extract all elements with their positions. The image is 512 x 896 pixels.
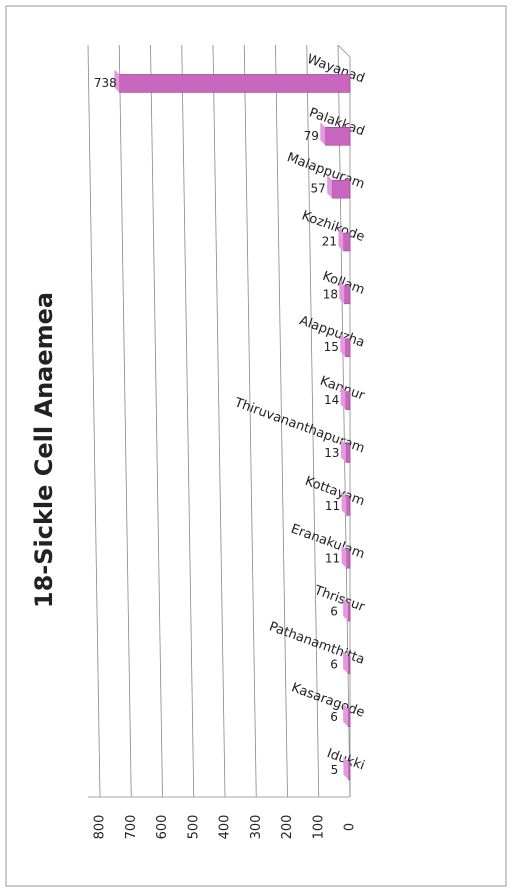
y-tick-label: 0 xyxy=(343,823,358,831)
bar-top xyxy=(338,228,344,251)
data-label: 11 xyxy=(325,552,340,566)
bar xyxy=(348,761,351,780)
grid-line xyxy=(306,44,320,798)
bar xyxy=(345,391,351,410)
grid-line xyxy=(212,44,226,798)
bar xyxy=(347,602,351,622)
bar xyxy=(344,285,351,305)
data-label: 13 xyxy=(324,446,339,460)
grid-line xyxy=(150,44,163,798)
x-tick-label: Kasaragode xyxy=(289,680,366,720)
bar xyxy=(345,338,351,358)
bar-top xyxy=(340,386,346,410)
data-label: 21 xyxy=(322,235,337,249)
bar xyxy=(345,444,351,463)
bar-top xyxy=(114,69,120,93)
bar-top xyxy=(340,439,346,463)
data-label: 6 xyxy=(330,605,338,619)
data-label: 6 xyxy=(330,710,338,724)
bar-top xyxy=(341,492,347,516)
x-tick-label: Thrissur xyxy=(311,583,367,616)
grid-line xyxy=(181,44,195,798)
data-label: 15 xyxy=(324,340,339,354)
y-tick-label: 600 xyxy=(155,815,170,840)
chart-title: 18-Sickle Cell Anaemea xyxy=(30,292,58,608)
bar-top xyxy=(343,703,349,727)
data-label: 57 xyxy=(311,182,326,196)
grid-line xyxy=(275,44,288,798)
bar xyxy=(325,126,351,146)
y-tick-label: 700 xyxy=(124,815,139,840)
bar xyxy=(343,232,351,252)
bar-top xyxy=(339,280,345,304)
bar-top xyxy=(341,545,347,569)
rotated-chart: 18-Sickle Cell Anaemea 0 100 200 300 400 500 6… xyxy=(30,44,367,840)
y-tick-label: 100 xyxy=(311,815,326,840)
data-label: 18 xyxy=(323,287,338,301)
bar-top xyxy=(327,175,333,199)
y-tick-label: 200 xyxy=(280,815,295,840)
bar-top xyxy=(340,333,346,357)
y-tick-label: 400 xyxy=(218,815,233,840)
bar xyxy=(331,179,351,199)
data-label: 5 xyxy=(331,763,339,777)
grid-line xyxy=(337,44,351,798)
data-label: 11 xyxy=(325,499,340,513)
bar-top xyxy=(343,598,349,621)
bar-top xyxy=(320,122,326,146)
bar xyxy=(347,655,351,675)
axis-line xyxy=(337,44,351,58)
bar xyxy=(119,74,351,93)
bar-top xyxy=(343,756,349,780)
data-label: 14 xyxy=(324,393,339,407)
y-tick-label: 800 xyxy=(93,815,108,840)
grid-line xyxy=(87,44,101,798)
data-label: 738 xyxy=(94,76,117,90)
frame xyxy=(5,5,507,887)
data-label: 6 xyxy=(330,657,338,671)
bar-top xyxy=(343,650,349,674)
bar xyxy=(346,549,351,569)
grid-line xyxy=(118,44,132,798)
y-tick-label: 300 xyxy=(249,815,264,840)
y-tick-label: 500 xyxy=(186,815,201,840)
bar xyxy=(347,708,351,727)
bar xyxy=(346,496,351,516)
data-label: 79 xyxy=(304,129,319,143)
grid-line xyxy=(243,44,257,798)
